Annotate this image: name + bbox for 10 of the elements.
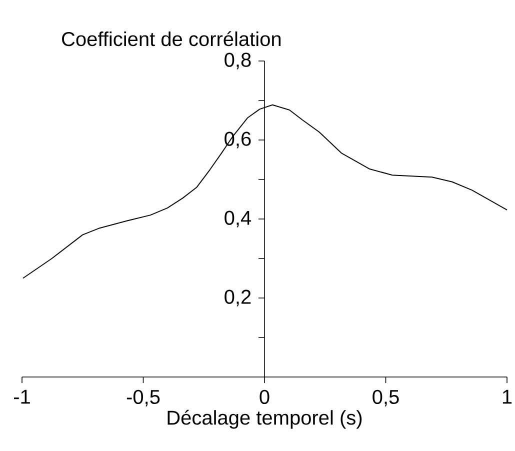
x-tick-label: -1 bbox=[14, 390, 30, 404]
x-axis-title: Décalage temporel (s) bbox=[168, 410, 362, 429]
y-tick-label: 0,2 bbox=[224, 290, 251, 306]
y-tick-label: 0,4 bbox=[224, 210, 252, 228]
x-tick-label: 0,5 bbox=[372, 390, 399, 406]
y-tick-label: 0,8 bbox=[224, 52, 251, 70]
x-tick-label: 0 bbox=[260, 390, 270, 404]
x-tick-label: 1 bbox=[502, 390, 512, 404]
y-axis-title: Coefficient de corrélation bbox=[62, 31, 281, 46]
x-tick-label: -0,5 bbox=[126, 390, 160, 406]
